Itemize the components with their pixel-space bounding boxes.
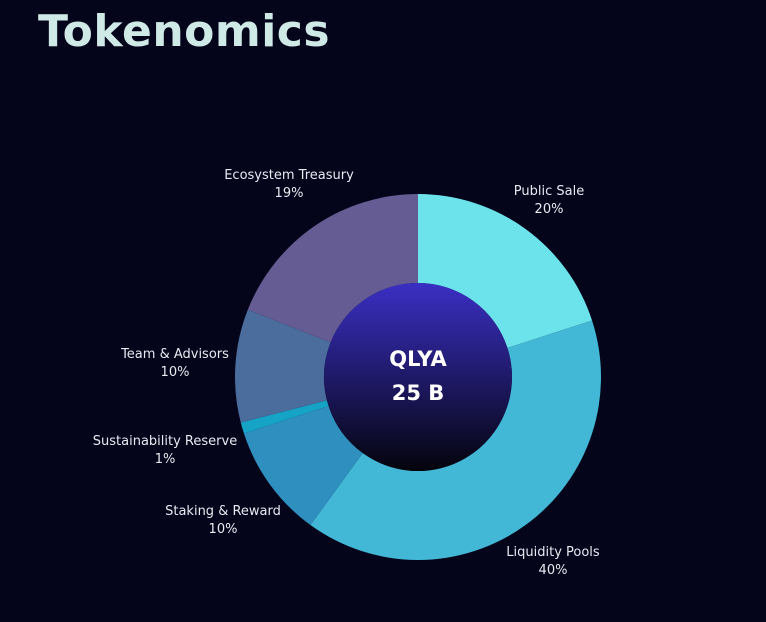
- slice-category-label: Team & Advisors: [121, 347, 229, 362]
- slice-value-label: 20%: [534, 202, 564, 217]
- slice-value-label: 1%: [154, 452, 176, 467]
- center-label: QLYA 25 B: [338, 342, 498, 410]
- slice-value-label: 19%: [274, 186, 304, 201]
- slice-label-liquidity-pools: Liquidity Pools 40%: [453, 544, 653, 580]
- slice-label-sustainability-reserve: Sustainability Reserve 1%: [65, 433, 265, 469]
- slice-value-label: 10%: [208, 522, 238, 537]
- slice-staking-reward: [243, 406, 363, 526]
- slice-label-public-sale: Public Sale 20%: [449, 183, 649, 219]
- slice-value-label: 40%: [538, 563, 568, 578]
- slice-category-label: Public Sale: [513, 184, 585, 199]
- token-symbol: QLYA: [389, 347, 447, 371]
- slice-liquidity-pools: [310, 320, 601, 561]
- slice-category-label: Staking & Reward: [165, 504, 281, 519]
- slice-category-label: Liquidity Pools: [506, 545, 600, 560]
- slice-public-sale: [418, 194, 593, 348]
- slice-label-staking-reward: Staking & Reward 10%: [123, 503, 323, 539]
- slices-group: [235, 194, 601, 561]
- page-title: Tokenomics: [38, 6, 331, 57]
- slice-sustainability-reserve: [240, 400, 329, 434]
- slice-value-label: 10%: [160, 365, 190, 380]
- slice-category-label: Sustainability Reserve: [92, 434, 238, 449]
- slice-category-label: Ecosystem Treasury: [224, 168, 354, 183]
- slice-team-advisors: [235, 309, 331, 423]
- center-hole: [324, 283, 512, 471]
- slice-ecosystem-treasury: [247, 194, 418, 343]
- slice-label-ecosystem-treasury: Ecosystem Treasury 19%: [189, 167, 389, 203]
- token-supply: 25 B: [391, 381, 445, 405]
- slice-label-team-advisors: Team & Advisors 10%: [75, 346, 275, 382]
